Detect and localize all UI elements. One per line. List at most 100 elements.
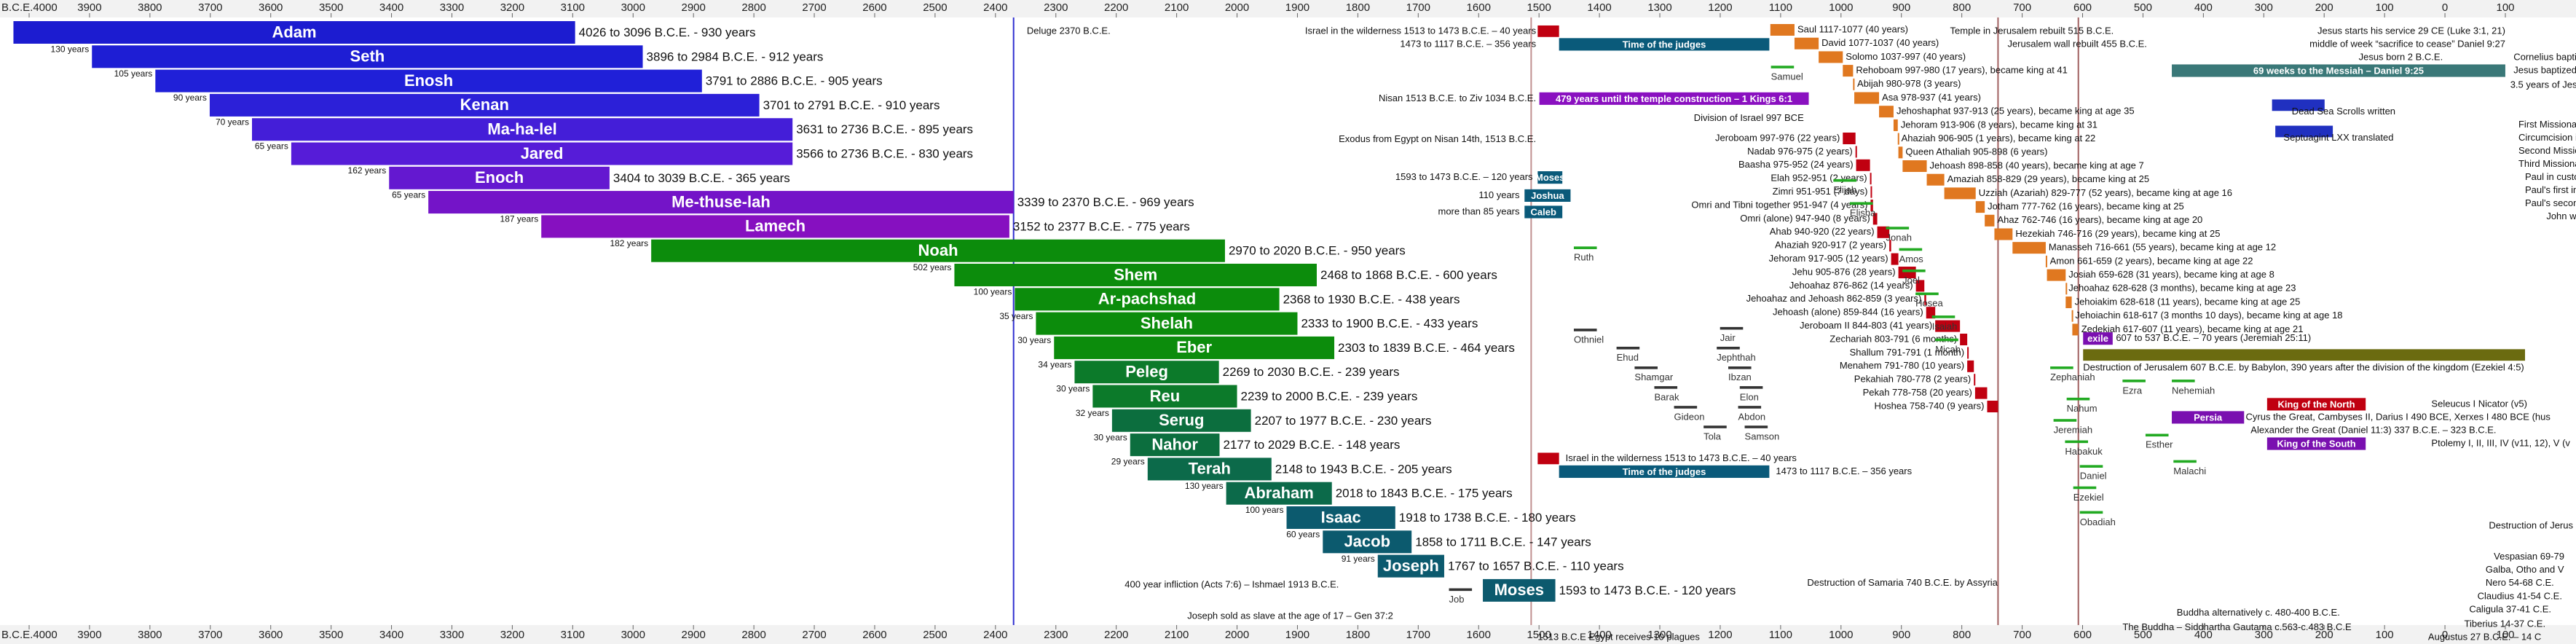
note: middle of week “sacrifice to cease” Dani… [2309, 38, 2505, 49]
reign-bar [1944, 187, 1976, 200]
patriarch-name: Seth [350, 47, 385, 66]
period-box [1559, 465, 1770, 478]
note: Jesus born 2 B.C.E. [2359, 51, 2443, 62]
person-label: Gideon [1674, 411, 1705, 422]
note: Circumcision issue a [2518, 132, 2576, 143]
reign-bar [1902, 160, 1927, 172]
axis-label: 1500 [1527, 1, 1551, 14]
king-label: Jehoiakim 628-618 (11 years), became kin… [2075, 296, 2301, 307]
age-at-son: 30 years [1056, 384, 1090, 394]
axis-label: 2800 [741, 629, 765, 641]
king-label: Menahem 791-780 (10 years) [1840, 360, 1964, 371]
period-box [1559, 38, 1770, 51]
period-band [2083, 349, 2526, 361]
lifespan-bar [1147, 458, 1272, 481]
lifespan-label: 3791 to 2886 B.C.E. - 905 years [706, 74, 883, 88]
person-label: Elisha [1850, 208, 1876, 219]
reign-bar [1853, 78, 1855, 90]
axis-label: 3100 [561, 1, 585, 14]
patriarch-name: Jacob [1344, 533, 1390, 551]
period-label: Persia [2194, 412, 2223, 423]
axis-label: 1000 [1829, 629, 1853, 641]
lifespan-label: 3701 to 2791 B.C.E. - 910 years [763, 98, 940, 112]
age-at-son: 100 years [974, 286, 1012, 297]
king-label: Amaziah 858-829 (29 years), became king … [1947, 173, 2150, 184]
axis-label: 3200 [500, 1, 524, 14]
patriarch-name: Nahor [1151, 435, 1198, 453]
axis-label: 3300 [440, 629, 464, 641]
note: Israel in the wilderness 1513 to 1473 B.… [1566, 452, 1797, 463]
period-box [2172, 64, 2505, 77]
person-span [1739, 386, 1763, 389]
reign-bar [1974, 374, 1976, 386]
axis-label: 2900 [682, 629, 706, 641]
note: Paul's second impri [2525, 197, 2576, 208]
reign-bar [1770, 24, 1795, 36]
lifespan-label: 2239 to 2000 B.C.E. - 239 years [1241, 389, 1418, 403]
age-at-son: 187 years [500, 214, 539, 224]
axis-label: 700 [2013, 1, 2031, 14]
age-at-son: 60 years [1286, 529, 1320, 539]
reign-bar [1994, 228, 2013, 240]
person-span [1931, 315, 1955, 318]
axis-label: 800 [1953, 1, 1971, 14]
lifespan-bar [1092, 385, 1237, 408]
patriarch-name: Shelah [1141, 314, 1193, 332]
period-box [1524, 205, 1563, 219]
axis-label: 3400 [379, 1, 403, 14]
note: Israel in the wilderness 1513 to 1473 B.… [1305, 25, 1537, 36]
note: Second Missionary J [2518, 145, 2576, 156]
axis-label: 1800 [1346, 1, 1370, 14]
lifespan-bar [13, 21, 575, 44]
king-label: Ahaziah 906-905 (1 years), became king a… [1902, 133, 2096, 144]
note: more than 85 years [1438, 205, 1521, 216]
person-span [2173, 460, 2197, 463]
reign-bar [1967, 360, 1974, 372]
patriarch-name: Adam [272, 23, 316, 41]
axis-label: 400 [2194, 1, 2213, 14]
person-span [2145, 433, 2169, 437]
king-label: Jehoram 913-906 (8 years), became king a… [1901, 119, 2098, 130]
king-label: Zimri 951-951 (7 days) [1773, 186, 1868, 197]
axis-label: 1400 [1587, 1, 1611, 14]
king-label: Pekahiah 780-778 (2 years) [1854, 374, 1971, 385]
note: Dead Sea Scrolls written [2292, 106, 2395, 117]
reign-bar [1891, 253, 1899, 265]
axis-label: 600 [2073, 629, 2092, 641]
person-label: Othniel [1574, 334, 1604, 345]
lifespan-label: 2368 to 1930 B.C.E. - 438 years [1283, 292, 1460, 306]
axis-label: 3300 [440, 1, 464, 14]
reign-bar [1854, 92, 1880, 104]
axis-label: 3400 [379, 629, 403, 641]
axis-label: 2100 [1165, 1, 1189, 14]
axis-label: 3100 [561, 629, 585, 641]
patriarch-name: Serug [1159, 411, 1204, 429]
lifespan-bar [1483, 578, 1556, 602]
bottom-axis-band [0, 625, 2576, 644]
note: The Buddha – Siddhartha Gautama c.563-c.… [2122, 621, 2352, 632]
person-span [1833, 178, 1856, 182]
king-label: Amon 661-659 (2 years), became king at a… [2050, 255, 2253, 266]
person-label: Daniel [2080, 471, 2107, 482]
patriarch-name: Ma-ha-lel [487, 120, 556, 138]
axis-label: 1300 [1647, 629, 1671, 641]
axis-label: 900 [1892, 1, 1910, 14]
lifespan-label: 2333 to 1900 B.C.E. - 433 years [1301, 317, 1478, 331]
axis-label: 300 [2255, 1, 2273, 14]
period-label: King of the South [2277, 438, 2355, 449]
king-label: Hezekiah 746-716 (29 years), became king… [2015, 228, 2220, 239]
patriarch-name: Noah [918, 241, 958, 259]
lifespan-bar [954, 264, 1317, 286]
reign-bar [1974, 387, 1988, 399]
axis-label: 2200 [1104, 1, 1128, 14]
note: Destruction of Jerusalem 607 B.C.E. by B… [2083, 362, 2524, 373]
axis-label: 600 [2073, 1, 2092, 14]
lifespan-bar [252, 118, 793, 141]
note: John writes “re [2546, 211, 2576, 221]
person-label: Ezekiel [2073, 492, 2104, 503]
patriarch-name: Enosh [404, 71, 453, 90]
person-label: Samuel [1771, 71, 1803, 82]
person-span [2122, 380, 2146, 382]
lifespan-label: 3896 to 2984 B.C.E. - 912 years [647, 50, 824, 63]
